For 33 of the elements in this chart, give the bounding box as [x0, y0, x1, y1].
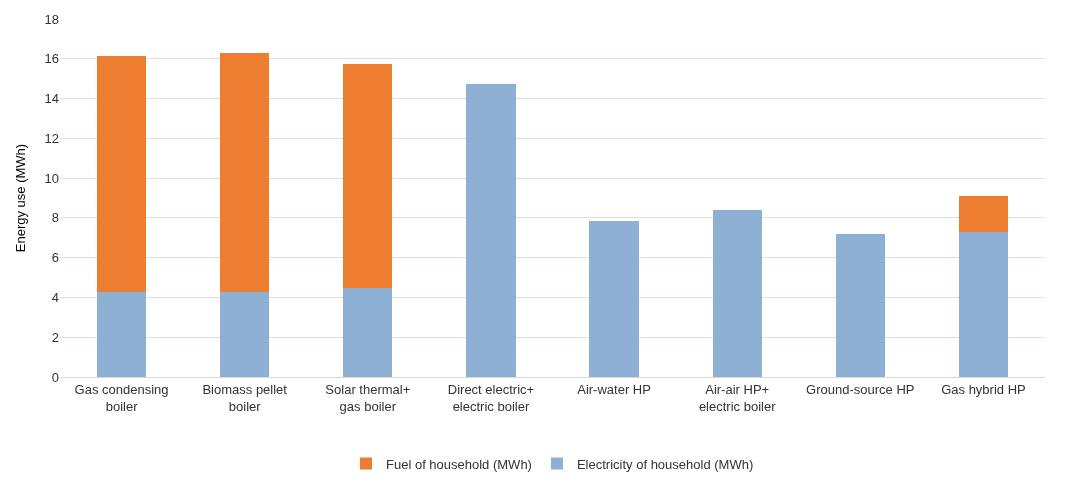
y-tick-label: 0: [51, 369, 59, 385]
bar: [466, 83, 516, 377]
y-tick-label: 10: [44, 170, 59, 186]
bar: [96, 55, 147, 293]
x-tick-label: Air-water HP: [577, 381, 651, 397]
bar: [712, 209, 762, 377]
bar: [958, 231, 1009, 377]
x-tick-label: Biomass pellet boiler: [202, 381, 288, 414]
legend-label: Electricity of household (MWh): [576, 456, 754, 472]
y-tick-label: 14: [44, 91, 59, 107]
y-axis-title: Energy use (MWh): [13, 143, 29, 253]
y-tick-label: 12: [44, 130, 59, 146]
x-tick-label: Direct electric+ electric boiler: [447, 381, 535, 414]
y-tick-label: 18: [44, 11, 59, 27]
x-tick-label: Gas hybrid HP: [941, 381, 1026, 397]
y-tick-label: 8: [51, 210, 59, 226]
x-tick-label: Solar thermal+ gas boiler: [325, 381, 411, 414]
y-tick-label: 2: [51, 329, 59, 345]
x-tick-label: Ground-source HP: [806, 381, 915, 397]
legend-label: Fuel of household (MWh): [386, 456, 532, 472]
bar: [343, 288, 393, 377]
y-tick-label: 16: [44, 51, 59, 67]
bar: [958, 196, 1009, 232]
bar: [589, 220, 639, 377]
y-tick-label: 6: [51, 250, 59, 266]
x-tick-label: Gas condensing boiler: [74, 381, 169, 414]
x-tick-label: Air-air HP+ electric boiler: [698, 381, 777, 414]
bar: [835, 233, 885, 377]
bar: [220, 52, 270, 293]
bar: [343, 63, 393, 289]
y-tick-label: 4: [51, 289, 59, 305]
bar: [220, 292, 270, 377]
bar: [96, 292, 147, 377]
